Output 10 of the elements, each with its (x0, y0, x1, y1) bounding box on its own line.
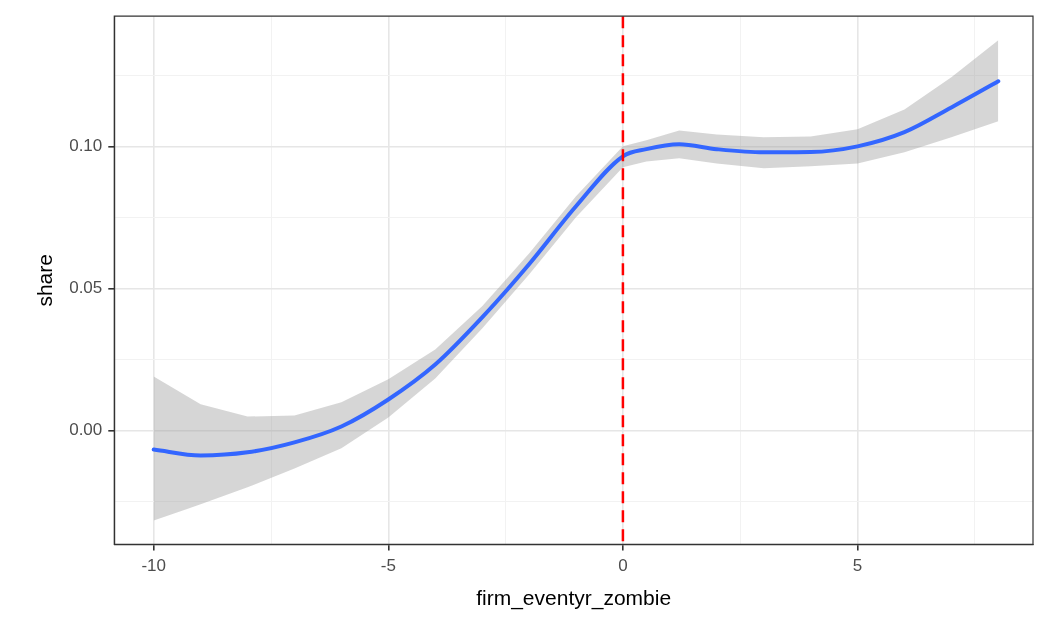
line-series (151, 79, 1001, 458)
x-tick-label: -5 (380, 556, 396, 576)
y-tick-label: 0.10 (69, 136, 103, 156)
y-tick-label: 0.00 (69, 420, 103, 440)
y-axis-title: share (33, 254, 57, 307)
x-tick-label: 0 (618, 556, 628, 576)
x-axis-title: firm_eventyr_zombie (476, 586, 672, 611)
x-tick-label: 5 (852, 556, 863, 576)
y-tick-label: 0.05 (69, 278, 103, 298)
x-tick-label: -10 (141, 556, 166, 576)
